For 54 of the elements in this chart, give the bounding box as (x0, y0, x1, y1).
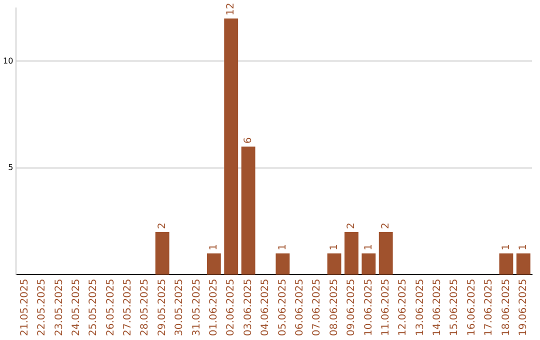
x-tick-label: 28.05.2025 (140, 278, 151, 336)
x-tick-label: 10.06.2025 (363, 278, 374, 336)
bar (224, 18, 238, 275)
x-tick-label: 01.06.2025 (208, 278, 220, 336)
x-tick-label: 07.06.2025 (312, 278, 323, 336)
x-tick-label: 26.05.2025 (105, 278, 116, 336)
x-tick-label: 22.05.2025 (36, 278, 48, 336)
x-tick-label: 31.05.2025 (191, 278, 202, 336)
bar (241, 146, 256, 275)
x-tick-label: 17.06.2025 (484, 278, 495, 336)
x-tick-label: 27.05.2025 (122, 278, 134, 336)
data-label: 1 (208, 244, 220, 250)
bar (499, 253, 514, 275)
data-label: 1 (328, 244, 340, 250)
bar (155, 232, 170, 275)
bar (344, 232, 358, 275)
bar (327, 253, 342, 275)
x-tick-label: 03.06.2025 (242, 278, 254, 336)
data-label: 6 (242, 137, 254, 144)
x-tick-label: 14.06.2025 (432, 278, 444, 336)
x-tick-label: 23.05.2025 (54, 278, 65, 336)
data-label: 2 (380, 222, 392, 230)
bar (206, 253, 221, 275)
x-tick-label: 12.06.2025 (398, 278, 409, 336)
x-tick-label: 05.06.2025 (277, 278, 288, 336)
x-tick-label: 30.05.2025 (174, 278, 186, 336)
data-label: 2 (346, 222, 358, 230)
data-label: 1 (277, 244, 288, 250)
data-label: 1 (518, 244, 529, 250)
bar (516, 253, 530, 275)
x-tick-label: 04.06.2025 (260, 278, 272, 336)
bar (276, 253, 290, 275)
x-tick-label: 13.06.2025 (414, 278, 426, 336)
x-tick-label: 24.05.2025 (70, 278, 82, 336)
y-tick-label: 10 (2, 56, 14, 66)
x-tick-label: 06.06.2025 (294, 278, 306, 336)
x-tick-label: 18.06.2025 (500, 278, 512, 336)
x-tick-label: 02.06.2025 (226, 278, 237, 336)
data-label: 1 (363, 244, 374, 250)
bar (378, 232, 393, 275)
x-tick-label: 21.05.2025 (19, 278, 30, 336)
data-label: 2 (156, 222, 168, 230)
x-tick-label: 09.06.2025 (346, 278, 358, 336)
bar (362, 253, 376, 275)
x-tick-label: 29.05.2025 (156, 278, 168, 336)
data-label: 1 (500, 244, 512, 250)
x-tick-label: 15.06.2025 (449, 278, 460, 336)
x-tick-label: 19.06.2025 (518, 278, 529, 336)
x-tick-label: 16.06.2025 (466, 278, 478, 336)
x-tick-label: 08.06.2025 (328, 278, 340, 336)
y-tick-label: 5 (8, 163, 14, 172)
x-tick-label: 11.06.2025 (380, 278, 392, 336)
data-label: 12 (226, 2, 237, 16)
x-tick-label: 25.05.2025 (88, 278, 100, 336)
